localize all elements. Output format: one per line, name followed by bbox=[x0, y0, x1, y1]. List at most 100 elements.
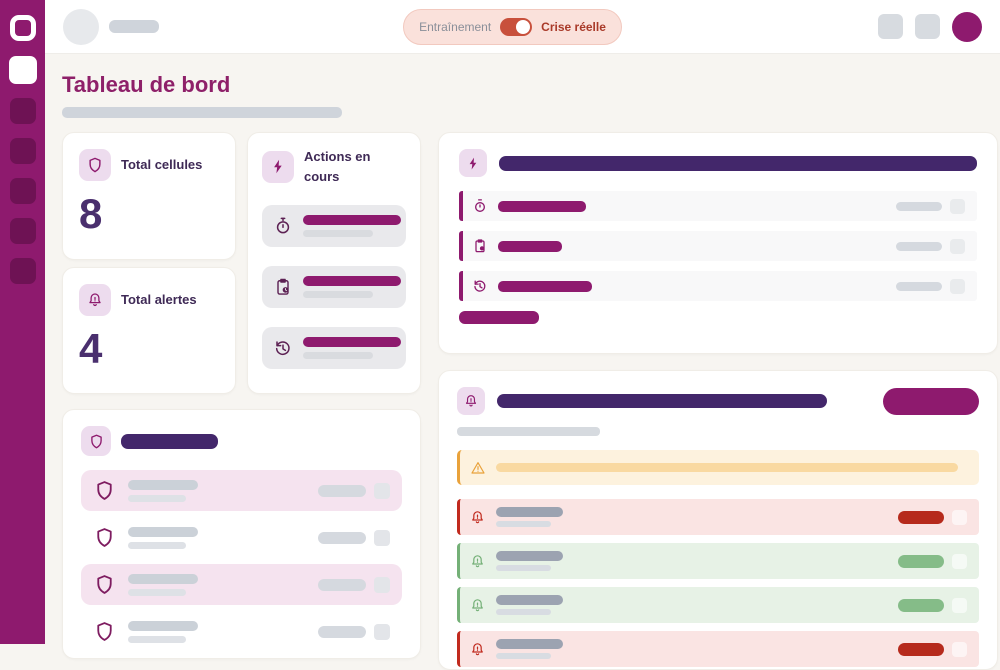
warning-text-skeleton bbox=[496, 463, 958, 472]
alert-row[interactable] bbox=[457, 499, 979, 535]
sidebar-item-2[interactable] bbox=[9, 138, 36, 164]
page-title: Tableau de bord bbox=[62, 72, 231, 97]
actions-title: Actions en cours bbox=[304, 149, 371, 184]
cell-name-skeleton bbox=[128, 526, 198, 537]
alert-sub-skeleton bbox=[496, 609, 551, 615]
sidebar-item-1[interactable] bbox=[9, 98, 36, 124]
main-content: Tableau de bord Tot bbox=[45, 54, 1000, 670]
action-title-skeleton bbox=[303, 276, 401, 286]
cell-name-skeleton bbox=[128, 479, 198, 490]
cell-sub-skeleton bbox=[128, 541, 186, 549]
cell-row[interactable] bbox=[81, 517, 402, 558]
overview-checkbox[interactable] bbox=[950, 238, 965, 254]
action-sub-skeleton bbox=[303, 352, 373, 359]
header-action-button-1[interactable] bbox=[878, 14, 904, 39]
clipboard-clock-icon bbox=[472, 238, 488, 254]
action-sub-skeleton bbox=[303, 230, 373, 237]
shield-icon bbox=[93, 524, 116, 551]
cell-name-skeleton bbox=[128, 620, 198, 631]
cell-name-skeleton bbox=[128, 573, 198, 584]
total-cells-value: 8 bbox=[79, 190, 103, 237]
alert-sub-skeleton bbox=[496, 565, 551, 571]
overview-item-skeleton bbox=[498, 200, 586, 212]
header-action-button-2[interactable] bbox=[915, 14, 941, 39]
alert-title-skeleton bbox=[496, 551, 563, 561]
alert-status-badge bbox=[898, 510, 944, 524]
sidebar-item-dashboard[interactable] bbox=[8, 56, 37, 84]
action-item-timer[interactable] bbox=[262, 205, 406, 247]
cell-badge-skeleton bbox=[318, 484, 366, 497]
cells-panel bbox=[62, 409, 421, 659]
action-sub-skeleton bbox=[303, 291, 373, 298]
overview-row-history[interactable] bbox=[459, 271, 977, 301]
overview-checkbox[interactable] bbox=[950, 198, 965, 214]
sidebar-item-5[interactable] bbox=[9, 258, 36, 284]
bell-alert-icon bbox=[469, 641, 486, 658]
cell-action-button[interactable] bbox=[374, 623, 390, 640]
action-item-history[interactable] bbox=[262, 327, 406, 369]
mode-switch[interactable] bbox=[500, 17, 533, 36]
bell-icon bbox=[79, 284, 111, 316]
overview-row-task[interactable] bbox=[459, 231, 977, 261]
cell-badge-skeleton bbox=[318, 578, 366, 591]
history-clock-icon bbox=[472, 278, 488, 294]
shield-icon bbox=[93, 571, 116, 598]
cell-row[interactable] bbox=[81, 611, 402, 652]
actions-in-progress-card: Actions en cours bbox=[247, 132, 421, 394]
bell-alert-icon bbox=[469, 553, 486, 570]
cell-sub-skeleton bbox=[128, 588, 186, 596]
sidebar-item-3[interactable] bbox=[9, 178, 36, 204]
warning-banner bbox=[457, 450, 979, 485]
alert-action-button[interactable] bbox=[952, 553, 967, 569]
user-avatar-placeholder[interactable] bbox=[63, 8, 99, 45]
bell-alert-icon bbox=[469, 509, 486, 526]
cell-action-button[interactable] bbox=[374, 529, 390, 546]
shield-icon bbox=[93, 618, 116, 645]
cell-row[interactable] bbox=[81, 470, 402, 511]
overview-meta-skeleton bbox=[896, 241, 942, 251]
shield-icon bbox=[81, 426, 111, 456]
alert-row[interactable] bbox=[457, 543, 979, 579]
shield-icon bbox=[79, 149, 111, 181]
shield-icon bbox=[93, 477, 116, 504]
crisis-mode-label: Crise réelle bbox=[541, 19, 606, 34]
alert-row[interactable] bbox=[457, 587, 979, 623]
total-alerts-value: 4 bbox=[79, 325, 103, 372]
overview-checkbox[interactable] bbox=[950, 278, 965, 294]
cell-action-button[interactable] bbox=[374, 576, 390, 593]
alert-title-skeleton bbox=[496, 595, 563, 605]
stopwatch-icon bbox=[472, 198, 488, 214]
cell-action-button[interactable] bbox=[374, 482, 390, 499]
sidebar-item-4[interactable] bbox=[9, 218, 36, 244]
bell-alert-icon bbox=[469, 597, 486, 614]
view-all-link-skeleton[interactable] bbox=[459, 311, 539, 324]
action-item-task[interactable] bbox=[262, 266, 406, 308]
cell-badge-skeleton bbox=[318, 625, 366, 638]
alert-row[interactable] bbox=[457, 631, 979, 667]
user-name-skeleton bbox=[109, 20, 159, 33]
action-title-skeleton bbox=[303, 337, 401, 347]
cell-sub-skeleton bbox=[128, 494, 186, 502]
mode-toggle[interactable]: Entraînement Crise réelle bbox=[403, 8, 622, 45]
alert-title-skeleton bbox=[496, 639, 563, 649]
cell-sub-skeleton bbox=[128, 635, 186, 643]
app-logo-icon bbox=[9, 15, 36, 41]
lightning-icon bbox=[262, 150, 294, 183]
alert-action-button[interactable] bbox=[952, 509, 967, 525]
overview-meta-skeleton bbox=[896, 201, 942, 211]
overview-row-timer[interactable] bbox=[459, 191, 977, 221]
cell-row[interactable] bbox=[81, 564, 402, 605]
overview-title-skeleton bbox=[499, 155, 977, 171]
alert-action-button[interactable] bbox=[952, 597, 967, 613]
alerts-action-button[interactable] bbox=[883, 387, 979, 415]
lightning-icon bbox=[459, 149, 487, 177]
top-header: Entraînement Crise réelle bbox=[45, 0, 1000, 54]
action-title-skeleton bbox=[303, 215, 401, 225]
alerts-title-skeleton bbox=[497, 394, 827, 408]
page-subtitle-skeleton bbox=[62, 107, 342, 118]
cell-badge-skeleton bbox=[318, 531, 366, 544]
alert-status-badge bbox=[898, 642, 944, 656]
cells-panel-title-skeleton bbox=[121, 433, 218, 449]
profile-avatar[interactable] bbox=[952, 11, 983, 42]
